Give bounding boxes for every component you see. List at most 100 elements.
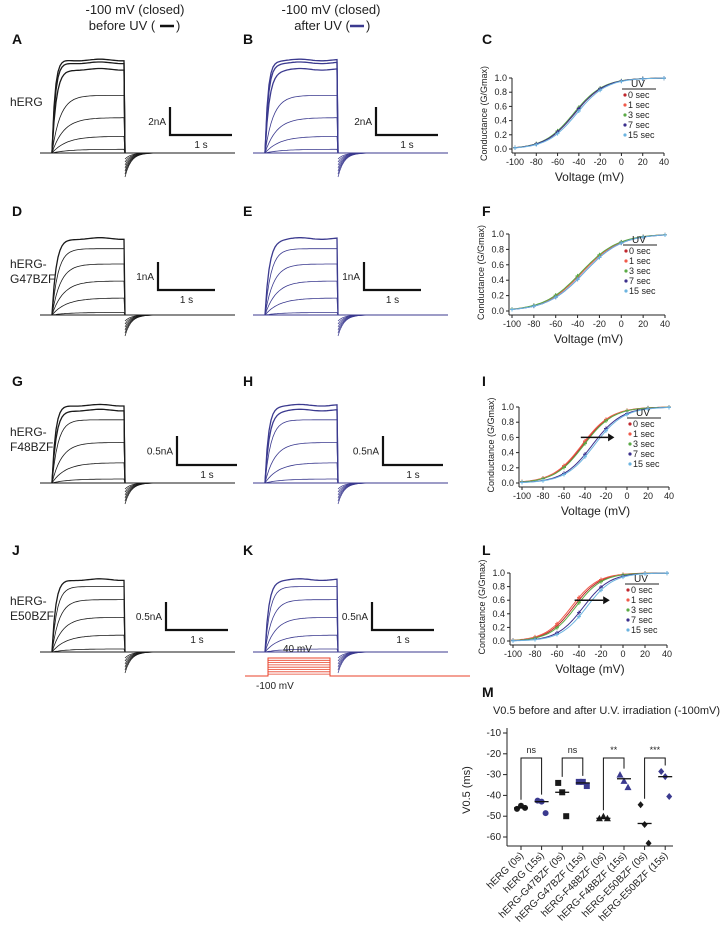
tail-current-trace <box>337 152 378 178</box>
y-tick-label: 1.0 <box>494 73 507 83</box>
row-label-e50-2: E50BZF <box>10 609 54 623</box>
current-trace <box>264 237 339 316</box>
gv-data-point <box>619 241 624 246</box>
x-axis-label: Voltage (mV) <box>555 662 624 676</box>
x-tick-label: 40 <box>659 157 669 167</box>
legend-entry: 3 sec <box>633 439 655 449</box>
legend-entry: 0 sec <box>628 90 650 100</box>
tail-current-trace <box>124 314 165 337</box>
x-tick-label: -40 <box>572 157 585 167</box>
panel-letter-k: K <box>243 542 253 558</box>
legend-marker <box>626 618 630 622</box>
y-tick-label: 0.4 <box>501 448 514 458</box>
gv-fit-curve <box>511 234 666 310</box>
gv-data-point <box>541 478 545 483</box>
significance-label: ns <box>568 745 578 755</box>
data-point <box>579 778 586 785</box>
x-axis-label: Voltage (mV) <box>554 332 623 346</box>
y-tick-label: 0.4 <box>492 609 505 619</box>
panel-letter-c: C <box>482 31 492 47</box>
shift-arrowhead <box>608 433 615 442</box>
data-point <box>599 812 607 820</box>
x-axis-label: Voltage (mV) <box>561 504 630 518</box>
protocol-lines <box>245 657 470 677</box>
data-point <box>555 779 562 786</box>
legend-marker <box>623 113 627 117</box>
tail-current-trace <box>337 651 378 674</box>
x-tick-label: 40 <box>660 319 670 329</box>
scale-bar <box>156 262 215 292</box>
gv-data-point <box>575 277 580 282</box>
scale-current-label: 2nA <box>148 117 166 128</box>
tail-current-trace <box>337 314 378 337</box>
current-trace <box>51 67 126 154</box>
current-trace <box>51 617 126 653</box>
tail-current-trace <box>124 482 165 502</box>
current-trace <box>264 586 339 653</box>
current-trace <box>51 599 126 653</box>
y-axis-label: Conductance (G/Gmax) <box>479 66 489 161</box>
y-tick-label: -10 <box>487 728 502 739</box>
panel-letter-a: A <box>12 31 22 47</box>
protocol-hold-label: -100 mV <box>256 681 294 692</box>
panel-letter-e: E <box>243 203 252 219</box>
current-trace <box>264 58 339 154</box>
scale-time-label: 1 s <box>400 140 413 151</box>
x-tick-label: -80 <box>528 649 541 659</box>
x-tick-label: -20 <box>594 157 607 167</box>
y-tick-label: 0.8 <box>501 417 514 427</box>
x-tick-label: -20 <box>593 319 606 329</box>
current-trace <box>51 58 126 154</box>
current-trace <box>51 648 126 653</box>
legend-entry: 15 sec <box>628 130 655 140</box>
gv-plot-i: 0.0 0.2 0.4 0.6 0.8 1.0 -100 -80 -60 -40 -20 0 20 40 V… <box>486 397 674 518</box>
data-point <box>641 821 648 829</box>
legend-marker <box>626 628 630 632</box>
gv-data-point <box>598 88 603 93</box>
scale-bar <box>164 602 228 632</box>
x-tick-label: -100 <box>506 157 524 167</box>
data-point <box>575 778 582 785</box>
gv-data-point <box>599 588 603 593</box>
x-tick-label: -100 <box>504 649 522 659</box>
data-point <box>624 783 632 791</box>
scale-current-label: 0.5nA <box>353 447 379 458</box>
data-point <box>620 777 628 784</box>
current-trace <box>51 586 126 653</box>
scale-bar <box>362 262 421 292</box>
current-trace <box>51 634 126 653</box>
significance-bracket <box>561 757 584 777</box>
data-point <box>666 792 673 800</box>
panel-letter-b: B <box>243 31 253 47</box>
current-trace <box>264 617 339 653</box>
gv-data-point <box>511 638 515 643</box>
current-trace <box>264 403 339 484</box>
current-trace <box>264 648 339 653</box>
legend-entry: 0 sec <box>633 419 655 429</box>
x-tick-label: 0 <box>619 319 624 329</box>
x-tick-label: 20 <box>640 649 650 659</box>
legend-entry: 15 sec <box>633 459 660 469</box>
y-tick-label: -30 <box>487 770 502 781</box>
x-tick-label: 20 <box>638 157 648 167</box>
current-trace <box>51 148 126 154</box>
x-tick-label: -100 <box>513 491 531 501</box>
scale-time-label: 1 s <box>194 140 207 151</box>
gv-data-point <box>583 441 587 446</box>
current-trace <box>264 117 339 154</box>
gv-data-point <box>555 131 560 136</box>
scale-current-label: 1nA <box>342 272 360 283</box>
y-axis-label: Conductance (G/Gmax) <box>477 559 487 654</box>
y-axis-label: V0.5 (ms) <box>461 766 473 814</box>
gv-data-point <box>555 625 559 630</box>
legend-marker <box>624 269 628 273</box>
voltage-protocol: 40 mV -100 mV <box>245 644 470 692</box>
legend-entry: 3 sec <box>628 110 650 120</box>
tail-current-trace <box>124 314 165 334</box>
header-before-line1: -100 mV (closed) <box>86 2 185 17</box>
y-tick-label: 0.0 <box>494 144 507 154</box>
scale-bar <box>370 602 434 632</box>
current-trace <box>51 248 126 316</box>
current-trace <box>51 237 126 316</box>
scale-time-label: 1 s <box>406 470 419 481</box>
